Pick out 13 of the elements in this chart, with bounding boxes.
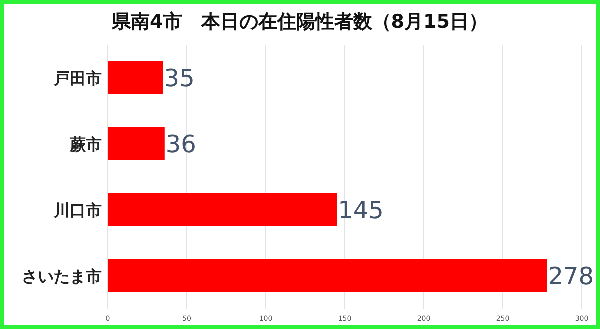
y-tick-label: 戸田市	[53, 68, 102, 88]
bar	[108, 62, 164, 94]
bar	[108, 260, 548, 292]
bar	[108, 194, 338, 226]
y-tick-label: さいたま市	[22, 266, 102, 286]
data-label: 35	[164, 64, 195, 93]
chart-title: 県南4市 本日の在住陽性者数（8月15日）	[111, 11, 488, 33]
y-tick-label: 蕨市	[69, 134, 102, 154]
data-label: 36	[166, 130, 196, 159]
data-label: 145	[338, 196, 384, 225]
y-tick-label: 川口市	[53, 200, 102, 220]
bar	[108, 128, 165, 160]
data-label: 278	[548, 262, 594, 291]
